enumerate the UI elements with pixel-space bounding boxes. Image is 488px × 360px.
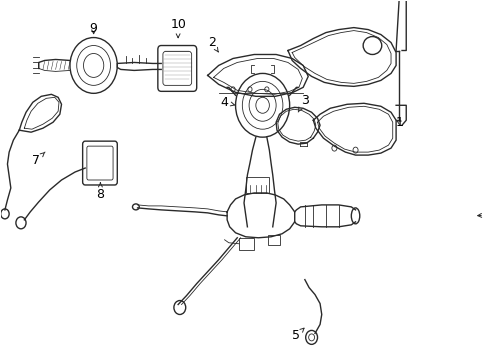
Text: 8: 8 — [96, 183, 104, 202]
Bar — [239, 238, 254, 250]
Text: 2: 2 — [207, 36, 218, 52]
Bar — [267, 235, 279, 245]
Text: 6: 6 — [477, 208, 488, 221]
Text: 9: 9 — [89, 22, 98, 35]
Text: 5: 5 — [292, 328, 304, 342]
Text: 4: 4 — [220, 96, 234, 109]
Text: 7: 7 — [32, 152, 45, 167]
Text: 10: 10 — [170, 18, 185, 38]
Bar — [245, 177, 269, 193]
Text: 1: 1 — [395, 116, 403, 129]
Text: 3: 3 — [298, 94, 308, 112]
